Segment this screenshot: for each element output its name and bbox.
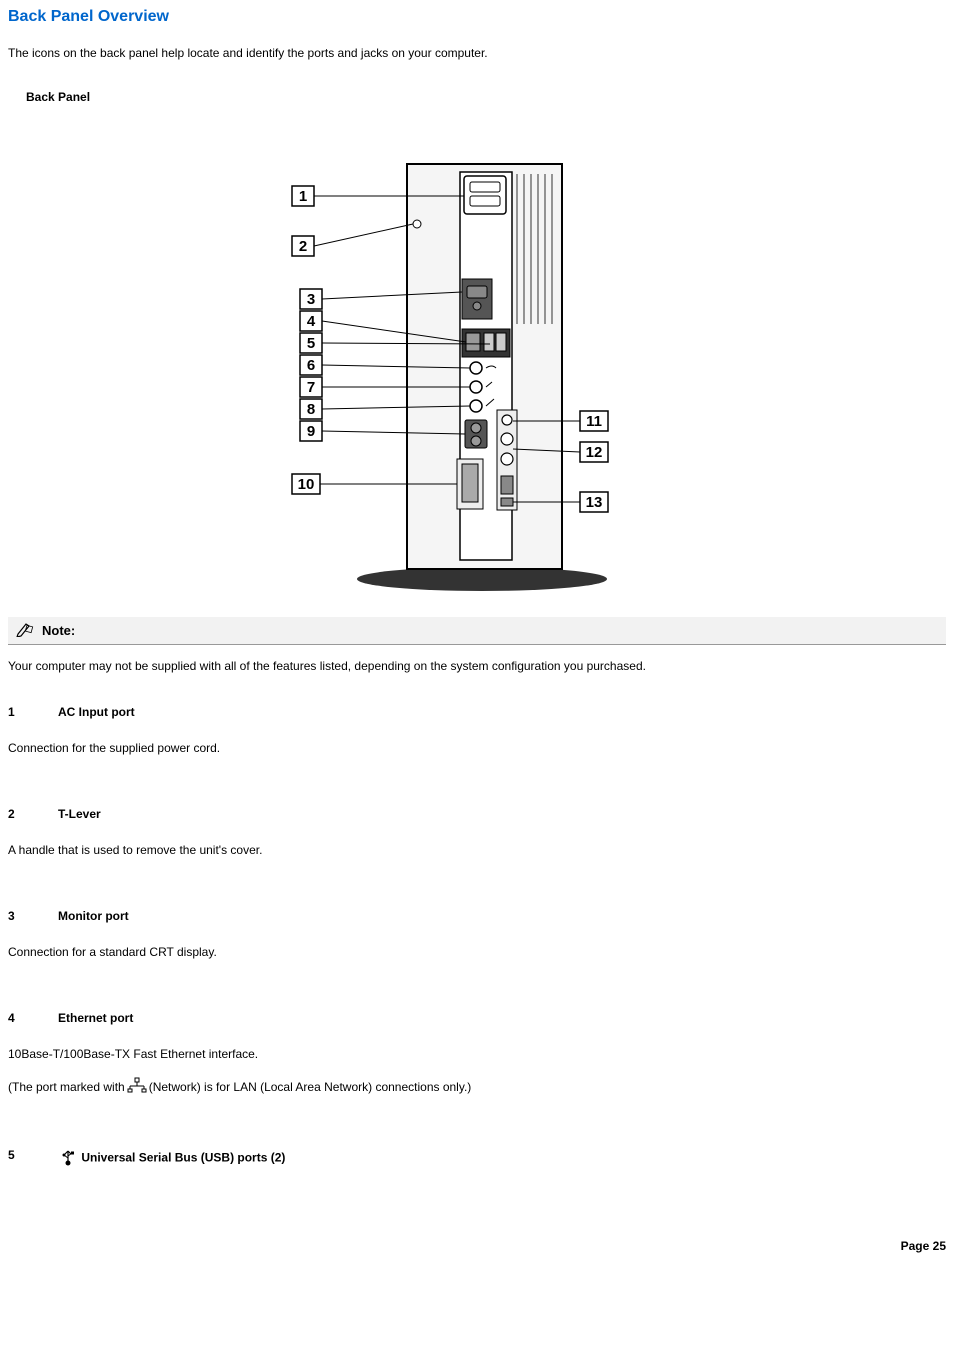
item-number: 5	[8, 1148, 58, 1169]
network-icon	[127, 1077, 147, 1096]
item-desc: 10Base-T/100Base-TX Fast Ethernet interf…	[8, 1047, 946, 1061]
item-5: 5 Universal Serial Bus (USB) ports (2)	[8, 1130, 946, 1209]
page-title: Back Panel Overview	[8, 8, 946, 26]
item-desc: A handle that is used to remove the unit…	[8, 843, 946, 857]
item-2: 2 T-Lever A handle that is used to remov…	[8, 789, 946, 891]
item-extra: (The port marked with (Network) is for L…	[8, 1077, 946, 1096]
item-name: T-Lever	[58, 807, 101, 821]
svg-text:6: 6	[307, 357, 315, 374]
item-4: 4 Ethernet port 10Base-T/100Base-TX Fast…	[8, 993, 946, 1130]
item-name: Ethernet port	[58, 1011, 133, 1025]
svg-text:13: 13	[586, 494, 603, 511]
section-label: Back Panel	[8, 90, 946, 104]
note-icon	[16, 621, 34, 640]
note-label: Note:	[42, 623, 75, 638]
item-3: 3 Monitor port Connection for a standard…	[8, 891, 946, 993]
page-footer: Page 25	[8, 1239, 946, 1253]
svg-text:12: 12	[586, 444, 603, 461]
note-header: Note:	[8, 617, 946, 645]
item-number: 1	[8, 705, 58, 719]
svg-text:8: 8	[307, 401, 315, 418]
svg-text:1: 1	[299, 188, 307, 205]
svg-text:7: 7	[307, 379, 315, 396]
svg-text:5: 5	[307, 335, 315, 352]
item-name: Universal Serial Bus (USB) ports (2)	[81, 1151, 285, 1165]
item-name: Monitor port	[58, 909, 129, 923]
back-panel-diagram: 1 2 3 4 5 6	[8, 124, 946, 597]
svg-text:3: 3	[307, 291, 315, 308]
item-desc: Connection for the supplied power cord.	[8, 741, 946, 755]
svg-text:4: 4	[307, 313, 316, 330]
svg-text:2: 2	[299, 238, 307, 255]
usb-icon	[60, 1148, 76, 1169]
svg-text:11: 11	[586, 413, 602, 430]
item-name: AC Input port	[58, 705, 135, 719]
item-number: 3	[8, 909, 58, 923]
svg-text:9: 9	[307, 423, 315, 440]
svg-text:10: 10	[298, 476, 315, 493]
computer-back-svg: 1 2 3 4 5 6	[262, 124, 692, 594]
item-desc: Connection for a standard CRT display.	[8, 945, 946, 959]
note-body: Your computer may not be supplied with a…	[8, 645, 946, 687]
item-1: 1 AC Input port Connection for the suppl…	[8, 687, 946, 789]
item-number: 2	[8, 807, 58, 821]
item-number: 4	[8, 1011, 58, 1025]
intro-text: The icons on the back panel help locate …	[8, 46, 946, 60]
